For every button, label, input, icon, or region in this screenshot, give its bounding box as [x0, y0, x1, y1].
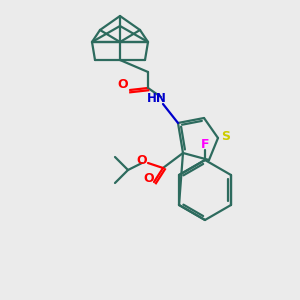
Text: HN: HN [147, 92, 167, 106]
Text: O: O [137, 154, 147, 167]
Text: S: S [221, 130, 230, 142]
Text: O: O [144, 172, 154, 184]
Text: F: F [201, 137, 209, 151]
Text: O: O [118, 79, 128, 92]
